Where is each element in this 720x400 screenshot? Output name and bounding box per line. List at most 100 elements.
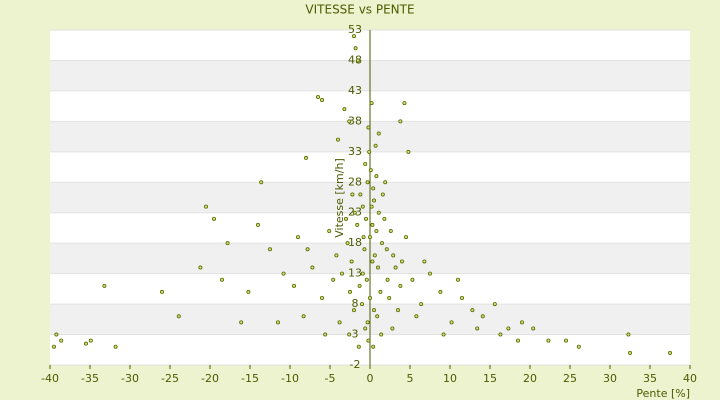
y-tick-label: 38	[348, 114, 362, 127]
point	[366, 338, 371, 343]
point	[239, 320, 244, 325]
point	[378, 289, 383, 294]
point	[398, 119, 403, 124]
point	[360, 204, 365, 209]
point	[371, 344, 376, 349]
point	[361, 235, 366, 240]
point	[516, 338, 521, 343]
point	[370, 259, 375, 264]
point	[369, 204, 374, 209]
point	[470, 308, 475, 313]
point	[365, 320, 370, 325]
point	[480, 314, 485, 319]
point	[414, 314, 419, 319]
point	[343, 216, 348, 221]
point	[576, 344, 581, 349]
point	[369, 101, 374, 106]
point	[368, 168, 373, 173]
point	[305, 247, 310, 252]
point	[384, 247, 389, 252]
point	[410, 277, 415, 282]
point	[531, 326, 536, 331]
point	[246, 289, 251, 294]
point	[438, 289, 443, 294]
point	[367, 235, 372, 240]
point	[219, 277, 224, 282]
point	[351, 308, 356, 313]
point	[371, 198, 376, 203]
x-tick-label: 35	[643, 372, 657, 385]
point	[398, 283, 403, 288]
point	[301, 314, 306, 319]
point	[367, 295, 372, 300]
point	[342, 107, 347, 112]
point	[359, 302, 364, 307]
y-tick-label: 18	[348, 236, 362, 249]
point	[449, 320, 454, 325]
point	[366, 125, 371, 130]
point	[355, 58, 360, 63]
point	[374, 174, 379, 179]
point	[506, 326, 511, 331]
point	[376, 210, 381, 215]
point	[459, 295, 464, 300]
point	[363, 161, 368, 166]
x-tick-label: -25	[161, 372, 179, 385]
point	[353, 46, 358, 51]
x-tick-label: 20	[523, 372, 537, 385]
point	[379, 241, 384, 246]
point	[310, 265, 315, 270]
x-tick-label: 40	[683, 372, 697, 385]
point	[388, 228, 393, 233]
y-tick-label: 3	[352, 328, 359, 341]
chart-title: VITESSE vs PENTE	[305, 3, 414, 17]
point	[355, 222, 360, 227]
x-tick-label: -30	[121, 372, 139, 385]
point	[363, 326, 368, 331]
x-tick-label: -10	[281, 372, 299, 385]
point	[382, 216, 387, 221]
point	[427, 271, 432, 276]
x-tick-label: 0	[367, 372, 374, 385]
point	[385, 277, 390, 282]
point	[362, 247, 367, 252]
point	[347, 289, 352, 294]
point	[347, 332, 352, 337]
point	[275, 320, 280, 325]
point	[455, 277, 460, 282]
point	[393, 265, 398, 270]
point	[255, 222, 260, 227]
point	[546, 338, 551, 343]
x-tick-label: -15	[241, 372, 259, 385]
point	[371, 308, 376, 313]
point	[356, 344, 361, 349]
point	[373, 143, 378, 148]
point	[383, 180, 388, 185]
x-tick-label: -35	[81, 372, 99, 385]
point	[315, 95, 320, 100]
point	[59, 338, 64, 343]
point	[564, 338, 569, 343]
point	[357, 283, 362, 288]
point	[387, 295, 392, 300]
point	[350, 192, 355, 197]
x-tick-label: -20	[201, 372, 219, 385]
point	[339, 271, 344, 276]
point	[498, 332, 503, 337]
point	[259, 180, 264, 185]
point	[365, 180, 370, 185]
point	[113, 344, 118, 349]
point	[628, 350, 633, 355]
point	[319, 98, 324, 103]
point	[327, 228, 332, 233]
point	[351, 34, 356, 39]
point	[54, 332, 59, 337]
x-tick-label: -40	[41, 372, 59, 385]
point	[88, 338, 93, 343]
y-tick-label: 53	[348, 23, 362, 36]
y-tick-label: 28	[348, 175, 362, 188]
x-tick-label: 30	[603, 372, 617, 385]
point	[371, 186, 376, 191]
x-tick-label: 25	[563, 372, 577, 385]
